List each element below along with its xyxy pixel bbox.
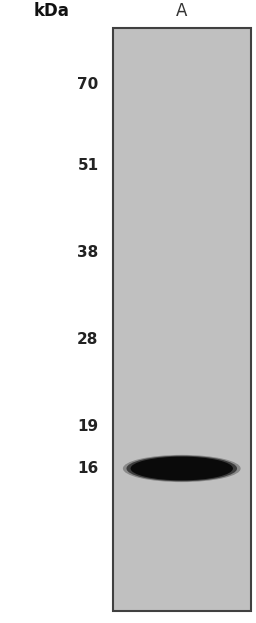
Text: 70: 70 — [77, 77, 99, 92]
Text: kDa: kDa — [33, 2, 69, 20]
Text: 51: 51 — [77, 158, 99, 173]
Text: 16: 16 — [77, 461, 99, 476]
Text: A: A — [176, 2, 187, 20]
FancyBboxPatch shape — [113, 28, 251, 611]
Text: 28: 28 — [77, 332, 99, 347]
Ellipse shape — [131, 457, 233, 480]
Ellipse shape — [126, 455, 237, 482]
Text: 19: 19 — [77, 419, 99, 434]
Ellipse shape — [123, 455, 241, 482]
Text: 38: 38 — [77, 245, 99, 260]
